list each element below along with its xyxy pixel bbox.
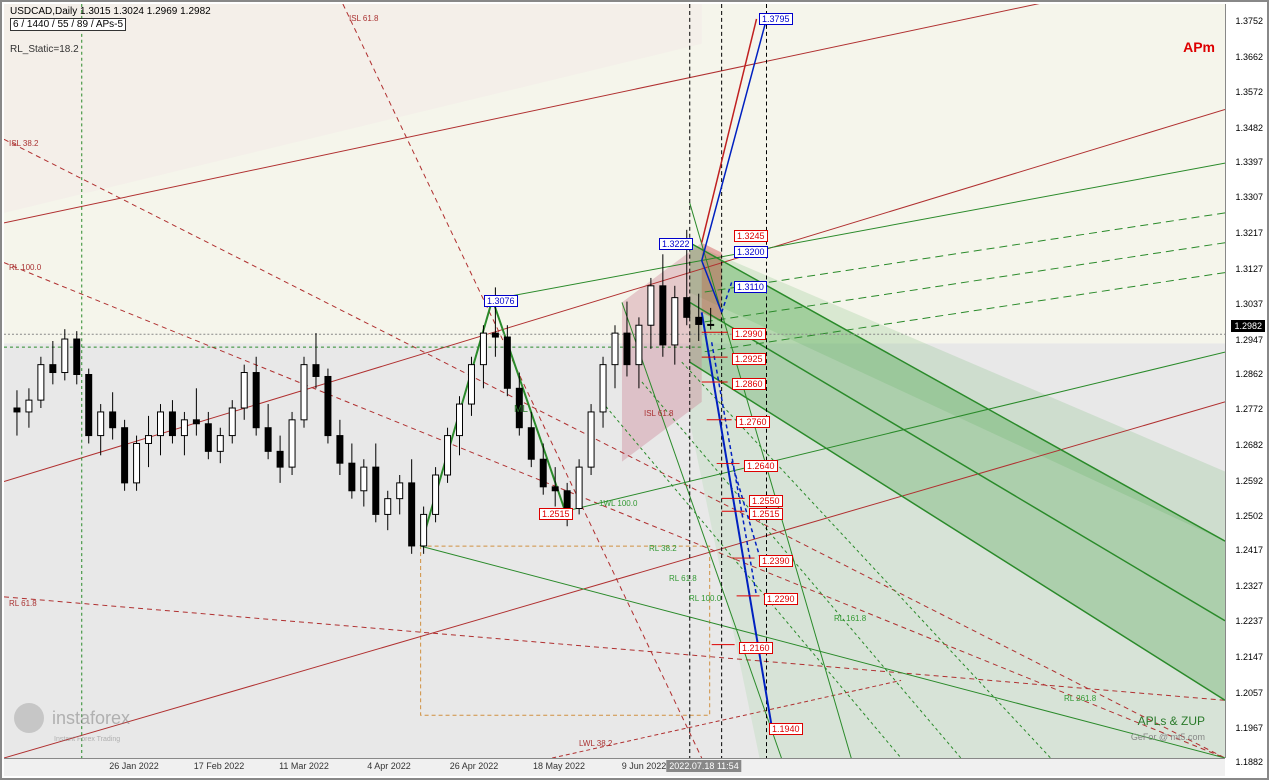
retracement-level-label: LWL 38.2 <box>579 739 612 748</box>
price-target-label: 1.3245 <box>734 230 768 242</box>
rl-static-label: RL_Static=18.2 <box>10 44 79 55</box>
watermark-subtitle: Instant Forex Trading <box>54 736 120 743</box>
y-tick: 1.2237 <box>1235 616 1263 626</box>
symbol-header: USDCAD,Daily 1.3015 1.3024 1.2969 1.2982 <box>10 6 211 17</box>
retracement-level-label: ISL 61.8 <box>349 14 379 23</box>
y-tick: 1.2327 <box>1235 581 1263 591</box>
price-target-label: 1.3076 <box>484 295 518 307</box>
price-target-label: 1.2390 <box>759 555 793 567</box>
y-tick: 1.3662 <box>1235 52 1263 62</box>
chart-container: USDCAD,Daily 1.3015 1.3024 1.2969 1.2982… <box>0 0 1269 780</box>
y-tick: 1.2592 <box>1235 476 1263 486</box>
globe-icon <box>14 703 44 733</box>
price-target-label: 1.2990 <box>732 328 766 340</box>
y-tick: 1.1882 <box>1235 757 1263 767</box>
y-tick: 1.2417 <box>1235 545 1263 555</box>
price-target-label: 1.2515 <box>539 508 573 520</box>
ohlc: 1.3015 1.3024 1.2969 1.2982 <box>80 6 211 17</box>
apm-label: APm <box>1183 39 1215 55</box>
y-tick: 1.2057 <box>1235 688 1263 698</box>
price-target-label: 1.3222 <box>659 238 693 250</box>
retracement-level-label: RL 261.8 <box>1064 694 1096 703</box>
timeframe: Daily <box>55 6 77 17</box>
x-tick: 4 Apr 2022 <box>367 761 411 771</box>
retracement-level-label: RL 100.0 <box>689 594 721 603</box>
x-tick: 9 Jun 2022 <box>622 761 667 771</box>
retracement-level-label: 1WL 100.0 <box>599 499 637 508</box>
price-target-label: 1.3110 <box>734 281 767 293</box>
price-target-label: 1.2515 <box>749 508 783 520</box>
x-tick: 26 Jan 2022 <box>109 761 159 771</box>
price-target-label: 1.2925 <box>732 353 766 365</box>
y-tick: 1.2947 <box>1235 335 1263 345</box>
y-tick: 1.3752 <box>1235 16 1263 26</box>
x-axis: 2022.07.18 11:54 26 Jan 2022 17 Feb 2022 1… <box>4 758 1225 776</box>
price-target-label: 1.3200 <box>734 246 768 258</box>
y-tick: 1.3217 <box>1235 228 1263 238</box>
price-target-label: 1.1940 <box>769 723 803 735</box>
symbol-name: USDCAD <box>10 6 52 17</box>
retracement-level-label: RL 161.8 <box>834 614 866 623</box>
price-target-label: 1.3795 <box>759 13 793 25</box>
retracement-level-label: RL 100.0 <box>9 263 41 272</box>
gefor-label: GeFor @ mt5.com <box>1131 732 1205 742</box>
retracement-level-label: RL 61.8 <box>9 599 37 608</box>
x-tick: 18 May 2022 <box>533 761 585 771</box>
price-target-label: 1.2160 <box>739 642 773 654</box>
retracement-level-label: ISL 61.8 <box>644 409 674 418</box>
retracement-level-label: ISL 38.2 <box>9 139 39 148</box>
price-target-label: 1.2860 <box>732 378 766 390</box>
retracement-level-label: RL 61.8 <box>669 574 697 583</box>
y-tick: 1.2502 <box>1235 511 1263 521</box>
y-tick: 1.3482 <box>1235 123 1263 133</box>
current-date-marker: 2022.07.18 11:54 <box>666 760 741 772</box>
y-tick: 1.3307 <box>1235 192 1263 202</box>
price-target-label: 1.2760 <box>736 416 770 428</box>
price-target-label: 1.2290 <box>764 593 798 605</box>
x-tick: 11 Mar 2022 <box>279 761 329 771</box>
y-tick: 1.2862 <box>1235 369 1263 379</box>
y-tick: 1.3037 <box>1235 299 1263 309</box>
y-tick: 1.2682 <box>1235 440 1263 450</box>
y-tick: 1.1967 <box>1235 723 1263 733</box>
chart-plot-area[interactable]: USDCAD,Daily 1.3015 1.3024 1.2969 1.2982… <box>4 4 1225 758</box>
watermark-text: instaforex <box>52 708 130 729</box>
y-tick: 1.2772 <box>1235 404 1263 414</box>
price-target-label: 1.2550 <box>749 495 783 507</box>
current-price-marker: 1.2982 <box>1231 320 1265 332</box>
params-label: 6 / 1440 / 55 / 89 / APs-5 <box>10 18 126 31</box>
y-axis: 1.2982 1.3752 1.3662 1.3572 1.3482 1.3397 1.3… <box>1225 4 1265 758</box>
y-tick: 1.3397 <box>1235 157 1263 167</box>
price-target-label: 1.2640 <box>744 460 778 472</box>
x-tick: 26 Apr 2022 <box>450 761 499 771</box>
candlestick-svg <box>4 4 1225 758</box>
x-tick: 17 Feb 2022 <box>194 761 245 771</box>
watermark: instaforex <box>14 703 130 733</box>
y-tick: 1.2147 <box>1235 652 1263 662</box>
y-tick: 1.3127 <box>1235 264 1263 274</box>
ml-label: ML <box>514 404 528 415</box>
y-tick: 1.3572 <box>1235 87 1263 97</box>
apls-label: APLs & ZUP <box>1138 714 1205 728</box>
retracement-level-label: RL 38.2 <box>649 544 677 553</box>
